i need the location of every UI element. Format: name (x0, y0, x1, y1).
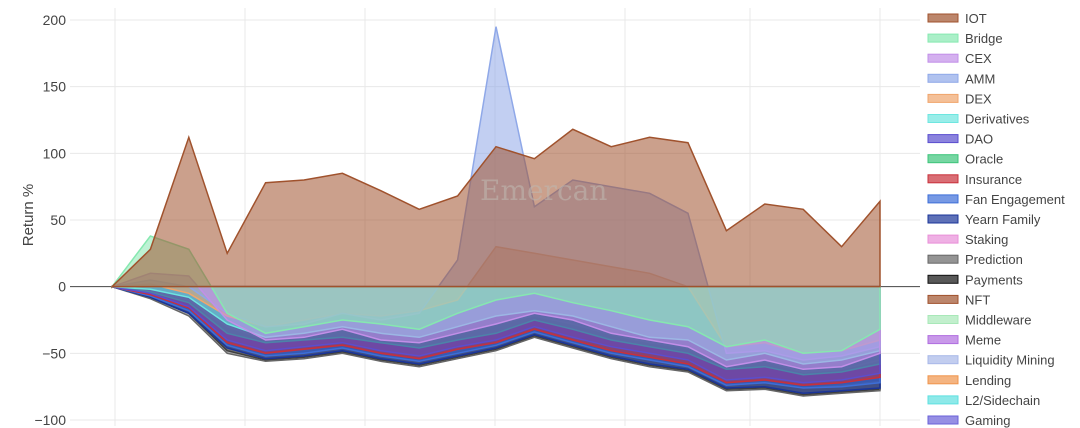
legend-item[interactable]: Prediction (927, 252, 1023, 267)
y-axis-title: Return % (20, 184, 37, 247)
area-series-iot (111, 128, 881, 289)
legend-swatch (927, 234, 959, 244)
legend-swatch (927, 154, 959, 164)
legend-item[interactable]: L2/Sidechain (927, 393, 1040, 408)
legend-item[interactable]: Derivatives (927, 112, 1030, 127)
legend-label: L2/Sidechain (965, 393, 1040, 408)
legend-swatch (927, 315, 959, 324)
legend-label: Fan Engagement (965, 192, 1065, 207)
legend-label: Gaming (965, 413, 1011, 428)
legend-label: Meme (965, 333, 1001, 348)
legend-swatch (927, 13, 959, 23)
legend-item[interactable]: Yearn Family (927, 212, 1041, 227)
legend-label: DAO (965, 132, 993, 147)
legend-swatch (927, 33, 959, 43)
y-tick-label: 100 (43, 145, 67, 161)
legend-swatch (927, 254, 959, 264)
legend-swatch (927, 375, 959, 385)
legend-swatch (927, 53, 959, 63)
area-series-layer (111, 26, 881, 397)
watermark: Emercan (480, 174, 607, 207)
legend-swatch (927, 214, 959, 224)
legend-swatch (927, 73, 959, 83)
legend-item[interactable]: Middleware (927, 313, 1031, 328)
legend-item[interactable]: Bridge (927, 31, 1003, 46)
legend-label: Oracle (965, 152, 1003, 167)
legend-swatch (927, 194, 959, 204)
legend-label: Bridge (965, 31, 1003, 46)
legend-label: Prediction (965, 252, 1023, 267)
legend-label: Yearn Family (965, 212, 1041, 227)
legend-item[interactable]: Staking (927, 232, 1008, 247)
legend-item[interactable]: Liquidity Mining (927, 353, 1055, 368)
legend-item[interactable]: Payments (927, 272, 1023, 287)
legend-swatch (927, 415, 959, 425)
legend-item[interactable]: Lending (927, 373, 1011, 388)
y-tick-label: 200 (43, 12, 67, 28)
legend-swatch (927, 274, 959, 284)
legend-item[interactable]: IOT (927, 11, 987, 26)
legend-label: CEX (965, 51, 992, 66)
legend-label: Insurance (965, 172, 1022, 187)
legend-label: IOT (965, 11, 987, 26)
y-tick-label: −100 (34, 412, 66, 428)
legend-item[interactable]: CEX (927, 51, 992, 66)
legend-item[interactable]: Gaming (927, 413, 1011, 428)
legend-label: Middleware (965, 313, 1031, 328)
legend-swatch (927, 93, 959, 103)
legend: IOT Bridge CEX AMM DEX Derivatives DAO Oracle In… (927, 11, 1065, 428)
legend-label: Payments (965, 272, 1023, 287)
axis-layer: 200 150 100 50 0 −50 −100 (34, 12, 66, 428)
legend-label: Derivatives (965, 112, 1030, 127)
area-series-bridge (111, 235, 881, 355)
legend-swatch (927, 134, 959, 144)
y-tick-label: 50 (50, 212, 66, 228)
legend-swatch (927, 114, 959, 123)
y-tick-label: 0 (58, 279, 66, 295)
y-tick-label: 150 (43, 79, 67, 95)
legend-label: Lending (965, 373, 1011, 388)
legend-swatch (927, 294, 959, 304)
legend-swatch (927, 174, 959, 184)
legend-swatch (927, 395, 959, 405)
legend-item[interactable]: Fan Engagement (927, 192, 1065, 207)
legend-label: NFT (965, 292, 990, 307)
legend-item[interactable]: Meme (927, 333, 1001, 348)
legend-item[interactable]: DAO (927, 132, 993, 147)
legend-item[interactable]: NFT (927, 292, 990, 307)
legend-label: DEX (965, 91, 992, 106)
legend-item[interactable]: Oracle (927, 152, 1003, 167)
y-tick-label: −50 (42, 345, 66, 361)
legend-item[interactable]: DEX (927, 91, 992, 106)
legend-label: Liquidity Mining (965, 353, 1055, 368)
legend-label: Staking (965, 232, 1008, 247)
legend-item[interactable]: AMM (927, 71, 995, 86)
legend-swatch (927, 335, 959, 345)
legend-label: AMM (965, 71, 995, 86)
legend-item[interactable]: Insurance (927, 172, 1022, 187)
legend-swatch (927, 355, 959, 365)
